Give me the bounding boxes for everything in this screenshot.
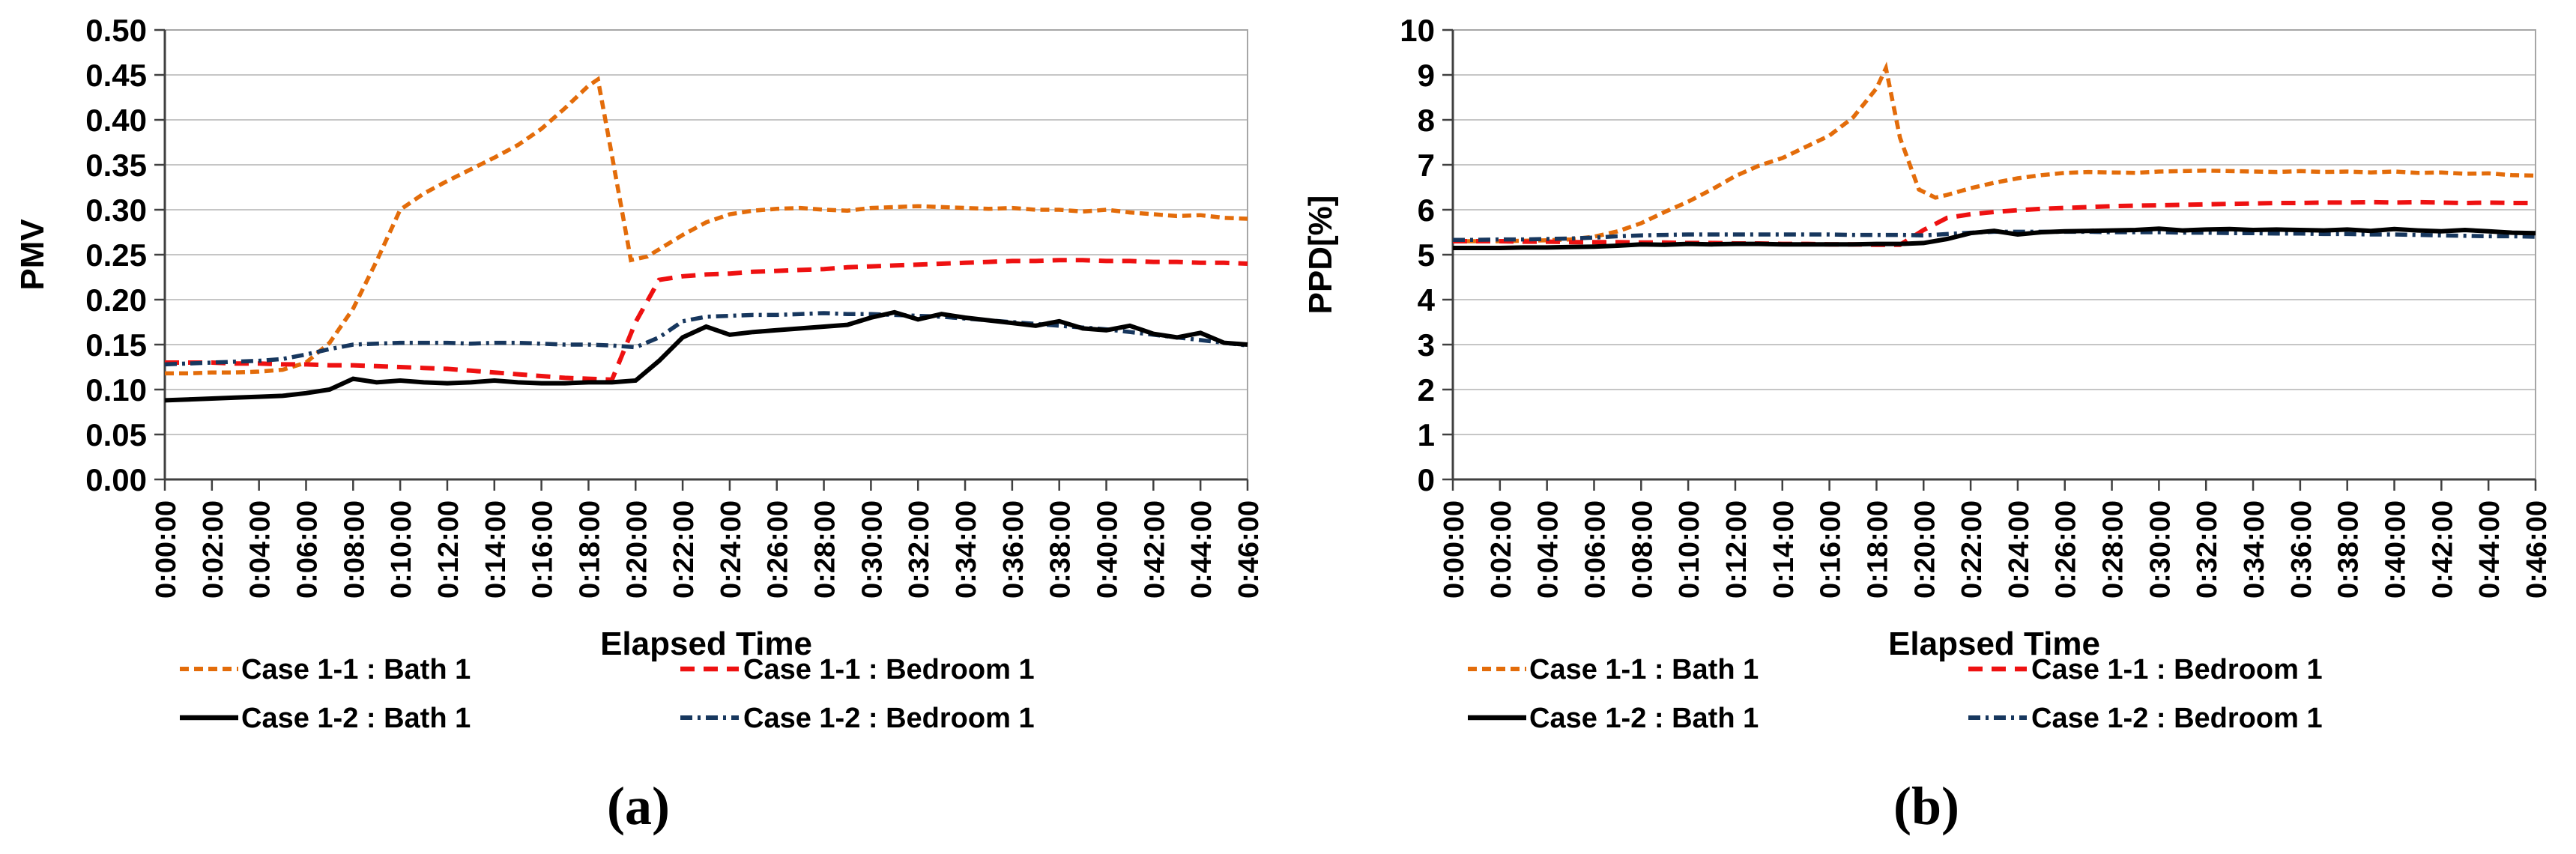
x-tick-label: 0:24:00 (716, 500, 747, 599)
x-tick-label: 0:38:00 (2333, 500, 2365, 599)
x-tick-label: 0:32:00 (2192, 500, 2223, 599)
y-axis-title: PPD[%] (1302, 196, 1339, 315)
y-tick-label: 0.35 (85, 148, 147, 183)
y-axis-title: PMV (14, 219, 51, 291)
y-tick-label: 0.45 (85, 58, 147, 93)
x-tick-label: 0:34:00 (951, 500, 982, 599)
series-line-case-1-1-bedroom-1 (1453, 199, 2536, 247)
x-tick-label: 0:32:00 (904, 500, 935, 599)
x-tick-label: 0:42:00 (2427, 500, 2458, 599)
x-axis-title: Elapsed Time (1888, 626, 2100, 662)
legend-label: Case 1-2 : Bedroom 1 (2031, 703, 2323, 734)
x-tick-label: 0:00:00 (151, 500, 182, 599)
x-tick-label: 0:46:00 (2521, 500, 2553, 599)
y-tick-label: 9 (1418, 58, 1435, 93)
legend-label: Case 1-1 : Bath 1 (241, 654, 471, 685)
x-tick-label: 0:22:00 (1956, 500, 1988, 599)
y-tick-label: 0.05 (85, 417, 147, 452)
y-tick-label: 0.10 (85, 372, 147, 408)
series-line-case-1-2-bath-1 (1453, 226, 2536, 250)
x-tick-label: 0:10:00 (386, 500, 417, 599)
series-line-case-1-1-bath-1 (165, 76, 1248, 376)
legend-label: Case 1-1 : Bath 1 (1529, 654, 1759, 685)
y-tick-label: 5 (1418, 237, 1435, 273)
x-tick-label: 0:44:00 (1186, 500, 1218, 599)
x-tick-label: 0:12:00 (1721, 500, 1753, 599)
y-tick-label: 2 (1418, 372, 1435, 408)
x-tick-label: 0:28:00 (2098, 500, 2129, 599)
x-tick-label: 0:16:00 (527, 500, 559, 599)
x-tick-label: 0:44:00 (2474, 500, 2506, 599)
legend-label: Case 1-1 : Bedroom 1 (2031, 654, 2323, 685)
panel-b: 0 1 2 3 4 5 6 7 8 9 10 0:00:00 0:02:00 0:04:00 0:06:00… (1288, 0, 2576, 854)
legend-label: Case 1-2 : Bedroom 1 (743, 703, 1035, 734)
x-tick-label: 0:26:00 (2051, 500, 2082, 599)
x-tick-label: 0:40:00 (1092, 500, 1124, 599)
x-tick-label: 0:24:00 (2004, 500, 2035, 599)
x-axis-title: Elapsed Time (600, 626, 812, 662)
legend-label: Case 1-2 : Bath 1 (1529, 703, 1759, 734)
x-tick-label: 0:02:00 (198, 500, 229, 599)
x-tick-label: 0:42:00 (1139, 500, 1170, 599)
panel-caption: (b) (1893, 776, 1959, 836)
x-tick-label: 0:20:00 (1909, 500, 1941, 599)
x-tick-label: 0:08:00 (339, 500, 370, 599)
x-tick-label: 0:06:00 (291, 500, 323, 599)
y-tick-label: 1 (1418, 417, 1435, 452)
x-tick-label: 0:10:00 (1674, 500, 1705, 599)
y-tick-label: 0.30 (85, 193, 147, 228)
y-tick-label: 3 (1418, 327, 1435, 363)
series-line-case-1-2-bath-1 (164, 309, 1248, 403)
panel-caption: (a) (607, 776, 670, 836)
x-tick-label: 0:04:00 (1533, 500, 1564, 599)
x-tick-label: 0:38:00 (1045, 500, 1077, 599)
x-tick-label: 0:26:00 (763, 500, 794, 599)
x-tick-label: 0:00:00 (1439, 500, 1470, 599)
x-tick-label: 0:04:00 (245, 500, 276, 599)
y-tick-label: 0.40 (85, 103, 147, 138)
x-tick-label: 0:18:00 (574, 500, 605, 599)
y-tick-label: 0.15 (85, 327, 147, 363)
x-tick-label: 0:06:00 (1579, 500, 1611, 599)
series-line-case-1-2-bedroom-1 (164, 311, 1248, 367)
x-tick-label: 0:14:00 (480, 500, 512, 599)
ppd-chart: 0 1 2 3 4 5 6 7 8 9 10 0:00:00 0:02:00 0:04:00 0:06:00… (1302, 13, 2553, 836)
x-tick-label: 0:02:00 (1486, 500, 1517, 599)
x-tick-label: 0:40:00 (2380, 500, 2412, 599)
x-tick-label: 0:18:00 (1862, 500, 1893, 599)
y-tick-label: 0.00 (85, 462, 147, 497)
panel-a: 0.00 0.05 0.10 0.15 0.20 0.25 0.30 0.35 0.40 0.45… (14, 13, 1265, 836)
pmv-chart: 0.00 0.05 0.10 0.15 0.20 0.25 0.30 0.35 0.40 0.45… (14, 13, 1265, 836)
x-tick-label: 0:30:00 (2144, 500, 2176, 599)
y-tick-label: 10 (1400, 13, 1435, 48)
x-tick-label: 0:12:00 (433, 500, 465, 599)
x-tick-label: 0:22:00 (668, 500, 700, 599)
x-tick-label: 0:14:00 (1768, 500, 1800, 599)
legend-label: Case 1-2 : Bath 1 (241, 703, 471, 734)
y-tick-label: 0.25 (85, 237, 147, 273)
x-tick-label: 0:08:00 (1627, 500, 1658, 599)
series-line-case-1-1-bedroom-1 (165, 258, 1248, 382)
x-tick-label: 0:34:00 (2239, 500, 2270, 599)
y-tick-label: 0.20 (85, 282, 147, 318)
x-tick-label: 0:16:00 (1815, 500, 1847, 599)
y-tick-label: 4 (1418, 282, 1436, 318)
y-tick-label: 0 (1418, 462, 1435, 497)
y-tick-label: 0.50 (85, 13, 147, 48)
y-tick-label: 8 (1418, 103, 1435, 138)
x-tick-label: 0:36:00 (2286, 500, 2318, 599)
x-tick-label: 0:46:00 (1233, 500, 1265, 599)
y-tick-label: 7 (1418, 148, 1435, 183)
x-tick-label: 0:20:00 (621, 500, 653, 599)
x-tick-label: 0:28:00 (810, 500, 841, 599)
y-tick-label: 6 (1418, 193, 1435, 228)
x-tick-label: 0:36:00 (998, 500, 1030, 599)
series-line-case-1-1-bath-1 (1453, 61, 2536, 243)
legend-label: Case 1-1 : Bedroom 1 (743, 654, 1035, 685)
x-tick-label: 0:30:00 (856, 500, 888, 599)
